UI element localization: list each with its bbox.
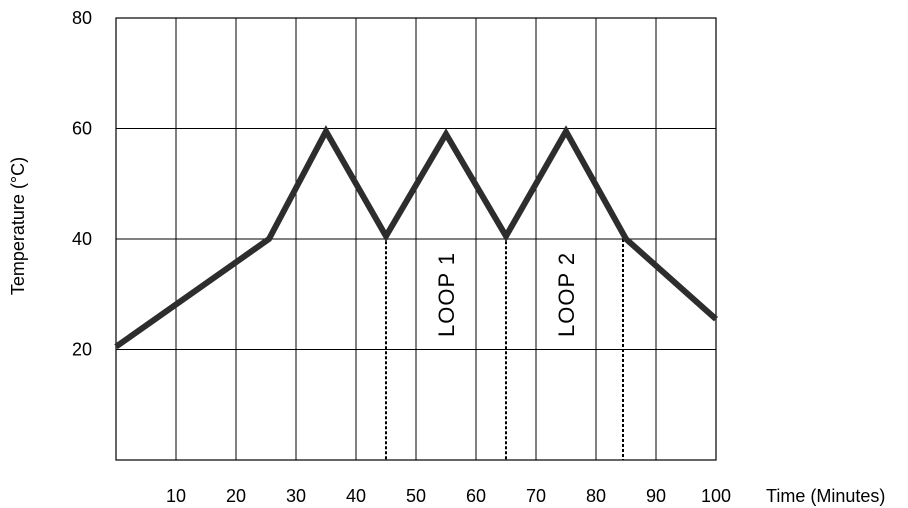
y-tick-label: 20 (72, 340, 92, 360)
temperature-series-line (114, 125, 718, 350)
series-layer (114, 125, 718, 350)
x-tick-label: 40 (346, 486, 366, 506)
grid-layer (115, 17, 717, 461)
x-tick-label: 60 (466, 486, 486, 506)
x-tick-label: 90 (646, 486, 666, 506)
y-tick-label: 60 (72, 119, 92, 139)
x-tick-label: 100 (701, 486, 731, 506)
y-tick-label: 80 (72, 8, 92, 28)
x-tick-label: 70 (526, 486, 546, 506)
y-axis-label: Temperature (°C) (8, 157, 28, 295)
x-tick-label: 30 (286, 486, 306, 506)
y-tick-label: 40 (72, 229, 92, 249)
loop-annotation: LOOP 2 (554, 252, 579, 337)
marker-lines (385, 236, 624, 460)
x-tick-label: 80 (586, 486, 606, 506)
x-tick-label: 50 (406, 486, 426, 506)
x-tick-label: 20 (226, 486, 246, 506)
x-tick-label: 10 (166, 486, 186, 506)
loop-annotation: LOOP 1 (434, 252, 459, 337)
tick-labels: 10 20 30 40 50 60 70 80 90 100 20 40 60 80 (72, 8, 731, 506)
x-axis-label: Time (Minutes) (766, 486, 885, 506)
annotations: LOOP 1 LOOP 2 (434, 252, 579, 337)
